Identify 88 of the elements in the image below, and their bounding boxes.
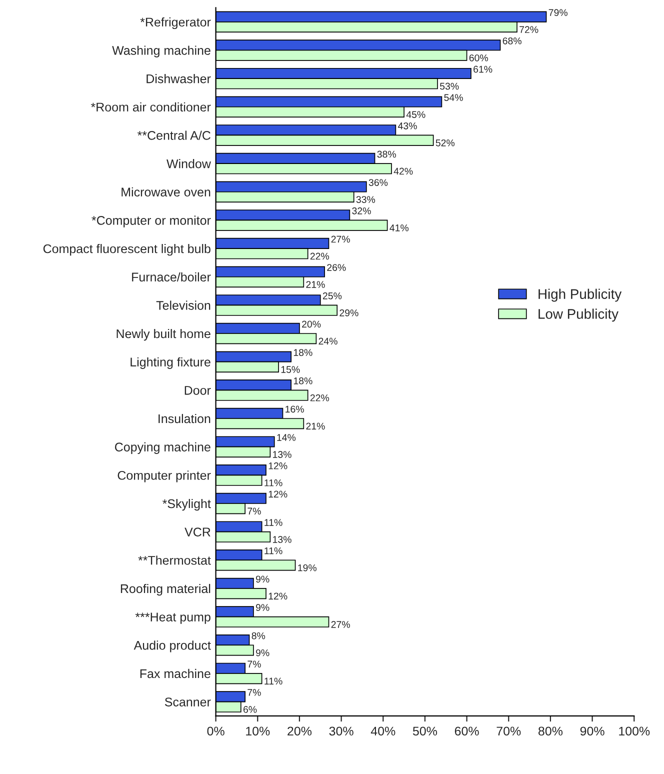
y-tick-label: VCR bbox=[184, 528, 210, 536]
data-label: 16% bbox=[286, 406, 304, 413]
y-tick-label: Copying machine bbox=[115, 442, 210, 454]
data-label: 27% bbox=[331, 236, 350, 243]
data-label: 15% bbox=[281, 366, 300, 373]
y-tick-label: Washing machine bbox=[112, 46, 210, 58]
data-label: 11% bbox=[264, 547, 282, 554]
y-tick-label: *Skylight bbox=[162, 498, 211, 511]
y-tick-label: Compact fluorescent light bulb bbox=[43, 244, 210, 256]
data-label: 32% bbox=[352, 207, 371, 214]
legend-label: High Publicity bbox=[538, 288, 622, 302]
x-tick-label: 20% bbox=[288, 726, 312, 736]
data-label: 12% bbox=[268, 592, 288, 600]
x-tick-label: 40% bbox=[370, 726, 396, 736]
data-label: 19% bbox=[298, 564, 316, 572]
y-tick-label: Computer printer bbox=[118, 470, 211, 482]
data-label: 12% bbox=[268, 490, 288, 498]
data-label: 53% bbox=[440, 82, 459, 90]
x-tick-label: 10% bbox=[246, 726, 270, 736]
data-label: 9% bbox=[256, 604, 270, 611]
data-label: 9% bbox=[256, 576, 270, 583]
data-label: 12% bbox=[268, 462, 288, 470]
data-label: 41% bbox=[390, 224, 409, 232]
data-label: 20% bbox=[302, 320, 321, 328]
data-label: 13% bbox=[273, 536, 292, 543]
data-label: 43% bbox=[398, 122, 417, 130]
x-tick-label: 0% bbox=[207, 726, 224, 736]
data-label: 54% bbox=[444, 94, 463, 101]
y-tick-label: Window bbox=[166, 159, 211, 168]
data-label: 21% bbox=[306, 281, 325, 288]
x-tick-label: 60% bbox=[454, 726, 479, 736]
data-label: 11% bbox=[264, 678, 282, 685]
data-label: 14% bbox=[277, 434, 296, 441]
y-tick-label: Newly built home bbox=[116, 328, 210, 341]
x-tick-label: 30% bbox=[329, 726, 354, 736]
data-label: 38% bbox=[377, 150, 396, 158]
y-tick-label: Microwave oven bbox=[122, 187, 210, 197]
data-label: 18% bbox=[294, 377, 312, 384]
data-label: 21% bbox=[306, 422, 325, 430]
data-label: 52% bbox=[436, 139, 455, 146]
y-tick-label: Television bbox=[156, 300, 210, 310]
data-label: 36% bbox=[368, 179, 388, 186]
data-label: 26% bbox=[327, 264, 346, 271]
data-label: 42% bbox=[394, 168, 413, 175]
data-label: 72% bbox=[520, 26, 538, 33]
y-tick-label: Lighting fixture bbox=[130, 357, 210, 369]
data-label: 24% bbox=[318, 338, 338, 345]
y-tick-label: **Central A/C bbox=[137, 130, 210, 140]
y-tick-label: **Thermostat bbox=[138, 556, 211, 565]
data-label: 22% bbox=[310, 394, 330, 402]
y-tick-label: *Room air conditioner bbox=[90, 102, 211, 112]
data-label: 7% bbox=[248, 689, 261, 696]
data-label: 11% bbox=[264, 519, 282, 526]
legend-label: Low Publicity bbox=[538, 308, 619, 322]
y-tick-label: Audio product bbox=[134, 640, 211, 652]
x-tick-label: 90% bbox=[580, 726, 604, 736]
y-tick-label: Furnace/boiler bbox=[132, 272, 211, 282]
data-label: 33% bbox=[356, 196, 376, 203]
data-label: 25% bbox=[322, 292, 342, 300]
x-tick-label: 70% bbox=[496, 726, 521, 736]
data-label: 7% bbox=[248, 660, 261, 668]
y-tick-label: Scanner bbox=[164, 698, 211, 706]
data-label: 11% bbox=[264, 479, 282, 486]
data-label: 79% bbox=[548, 9, 568, 16]
y-tick-label: *Refrigerator bbox=[140, 17, 211, 30]
data-label: 8% bbox=[252, 632, 266, 640]
data-label: 9% bbox=[256, 649, 270, 656]
y-tick-label: Insulation bbox=[158, 414, 210, 424]
data-label: 60% bbox=[469, 54, 488, 62]
x-tick-label: 100% bbox=[619, 726, 650, 736]
data-label: 6% bbox=[243, 706, 257, 713]
y-tick-label: *Computer or monitor bbox=[92, 216, 211, 228]
data-label: 18% bbox=[294, 349, 312, 356]
y-tick-label: Fax machine bbox=[140, 668, 210, 678]
x-tick-label: 80% bbox=[538, 726, 563, 736]
data-label: 7% bbox=[248, 508, 261, 515]
y-tick-label: Dishwasher bbox=[146, 74, 211, 84]
y-tick-label: Door bbox=[184, 386, 211, 395]
y-tick-label: ***Heat pump bbox=[135, 612, 210, 624]
x-tick-label: 50% bbox=[412, 726, 438, 736]
data-label: 61% bbox=[474, 66, 492, 73]
data-label: 22% bbox=[310, 252, 330, 260]
data-label: 45% bbox=[406, 111, 426, 118]
data-label: 68% bbox=[502, 37, 522, 44]
data-label: 13% bbox=[273, 451, 292, 458]
y-tick-label: Roofing material bbox=[120, 584, 210, 596]
data-label: 29% bbox=[340, 309, 358, 316]
data-label: 27% bbox=[331, 621, 350, 628]
